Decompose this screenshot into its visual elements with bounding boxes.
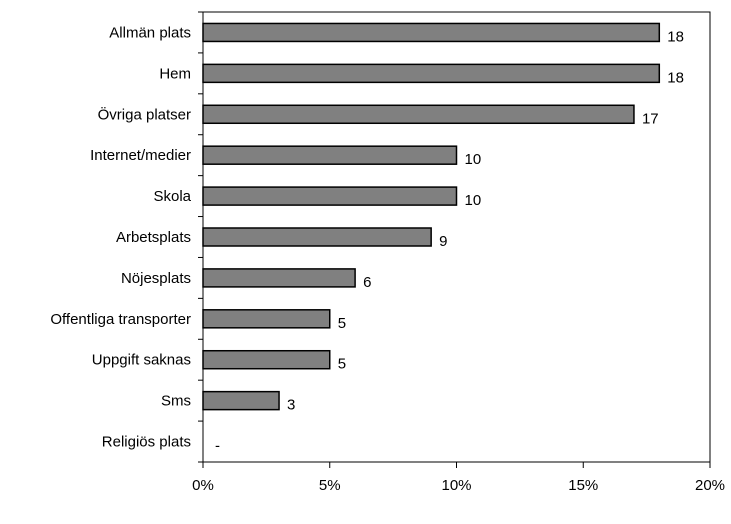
category-label: Uppgift saknas [92,352,191,369]
x-tick-label: 5% [319,477,341,494]
data-label: 18 [667,28,684,45]
category-labels: Allmän plats Hem Övriga platser Internet/me… [50,24,191,450]
bar [202,227,432,247]
data-label: 10 [465,192,482,209]
bar [202,268,356,288]
data-label: 9 [439,233,447,250]
category-label: Skola [153,188,191,205]
bar [202,63,661,84]
category-label: Allmän plats [109,24,191,41]
data-label: 6 [363,274,371,291]
data-label: 17 [642,110,659,127]
category-label: Övriga platser [98,105,191,123]
bar [202,186,458,206]
data-label: 5 [338,315,346,332]
bar [202,309,331,329]
data-label: - [215,438,220,455]
data-label: 18 [667,69,684,86]
category-label: Sms [161,393,191,410]
category-label: Internet/medier [90,147,191,164]
category-label: Religiös plats [102,434,191,451]
x-axis: 0% 5% 10% 15% 20% [192,462,725,494]
data-label: 3 [287,397,295,414]
x-tick-label: 10% [441,477,471,494]
x-tick-label: 15% [568,477,598,494]
x-tick-label: 0% [192,477,214,494]
category-label: Hem [159,65,191,82]
bar [202,104,635,125]
bar [202,390,280,411]
x-tick-label: 20% [695,477,725,494]
bar [202,22,661,43]
data-label: 5 [338,356,346,373]
data-label: 10 [465,151,482,168]
bars-group [202,22,661,411]
category-label: Offentliga transporter [50,311,191,328]
bar [202,349,331,370]
category-label: Arbetsplats [116,229,191,246]
data-labels: 18 18 17 10 10 9 6 5 5 3 - [215,28,684,454]
bar [202,145,458,165]
category-label: Nöjesplats [121,270,191,287]
